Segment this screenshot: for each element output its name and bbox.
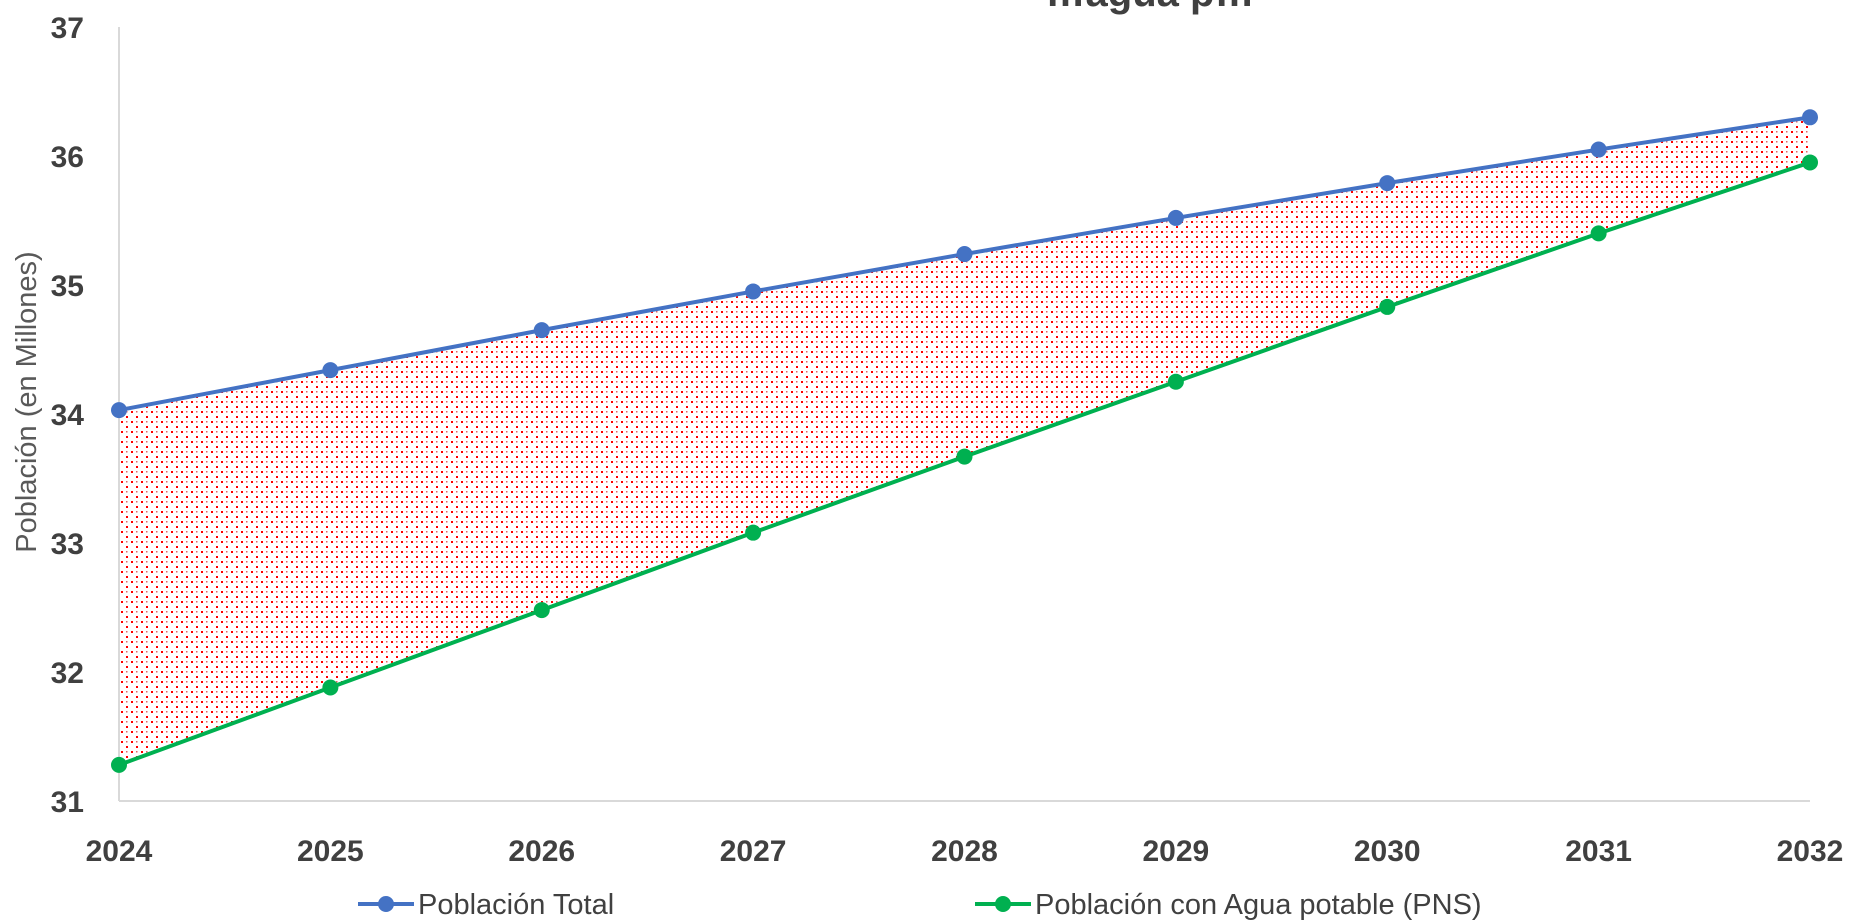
x-tick-label: 2025	[297, 835, 364, 868]
y-tick-label: 32	[51, 657, 84, 690]
x-tick-label: 2029	[1143, 835, 1210, 868]
x-tick-label: 2026	[508, 835, 575, 868]
x-tick-label: 2027	[720, 835, 787, 868]
x-tick-label: 2024	[86, 835, 153, 868]
series-2-point	[745, 524, 762, 541]
x-axis-ticks: 2024 2025 2026 2027 2028 2029 2030 2031 2032	[86, 835, 1844, 868]
series-2-point	[1590, 225, 1607, 242]
series-1-point	[745, 283, 762, 300]
y-axis-ticks: 31 32 33 34 35 36 37	[51, 12, 85, 819]
y-tick-label: 35	[51, 270, 84, 303]
series-2-point	[1167, 373, 1184, 390]
x-tick-label: 2028	[931, 835, 998, 868]
series-2-point	[322, 679, 339, 696]
x-tick-label: 2032	[1777, 835, 1844, 868]
series-2-point	[533, 602, 550, 619]
series-2-point	[1802, 154, 1818, 171]
y-tick-label: 31	[51, 786, 84, 819]
legend-label-1: Población Total	[418, 889, 614, 921]
series-2-point	[1379, 298, 1396, 315]
chart-title: …agua p…	[1046, 0, 1255, 15]
y-tick-label: 37	[51, 12, 84, 45]
y-tick-label: 36	[51, 141, 84, 174]
series-1-point	[1379, 175, 1396, 192]
series-1-point	[533, 322, 550, 339]
series-1-point	[1590, 141, 1607, 158]
y-tick-label: 33	[51, 528, 84, 561]
series-1-point	[322, 362, 339, 379]
y-axis-title: Población (en Millones)	[11, 251, 43, 552]
gap-fill-area	[119, 117, 1810, 765]
legend-marker-2	[995, 896, 1011, 912]
x-tick-label: 2030	[1354, 835, 1421, 868]
y-tick-label: 34	[51, 399, 85, 432]
series-2-point	[111, 756, 127, 773]
legend-marker-1	[378, 896, 394, 912]
series-1-point	[956, 246, 973, 263]
series-layer	[111, 109, 1818, 773]
legend: Población Total Población con Agua potabl…	[358, 889, 1482, 921]
series-1-point	[1167, 209, 1184, 226]
series-2-point	[956, 448, 973, 465]
x-tick-label: 2031	[1565, 835, 1632, 868]
series-1-point	[111, 402, 127, 419]
legend-label-2: Población con Agua potable (PNS)	[1035, 889, 1482, 921]
series-1-point	[1802, 109, 1818, 126]
